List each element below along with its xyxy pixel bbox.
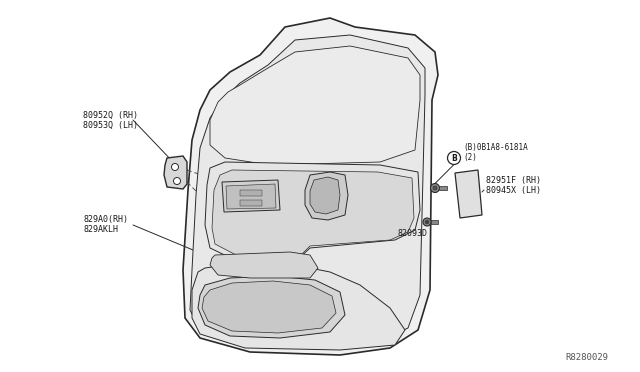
Text: R8280029: R8280029 (565, 353, 608, 362)
Polygon shape (164, 156, 187, 189)
Circle shape (423, 218, 431, 226)
Text: 80952Q (RH): 80952Q (RH) (83, 111, 138, 120)
Bar (439, 186, 447, 190)
Polygon shape (210, 252, 318, 278)
Text: 80953Q (LH): 80953Q (LH) (83, 121, 138, 130)
Polygon shape (240, 200, 262, 206)
Polygon shape (190, 35, 425, 346)
Text: B: B (451, 154, 457, 163)
Polygon shape (240, 190, 262, 196)
Text: 80945X (LH): 80945X (LH) (486, 186, 541, 195)
Polygon shape (455, 170, 482, 218)
Circle shape (173, 177, 180, 185)
Polygon shape (192, 264, 405, 350)
Polygon shape (210, 46, 420, 165)
Text: 829AKLH: 829AKLH (83, 225, 118, 234)
Polygon shape (222, 180, 280, 212)
Polygon shape (310, 177, 340, 214)
Polygon shape (305, 172, 348, 220)
Circle shape (172, 164, 179, 170)
Text: (2): (2) (463, 153, 477, 162)
Circle shape (431, 183, 440, 192)
Polygon shape (226, 184, 276, 209)
Text: (B)0B1A8-6181A: (B)0B1A8-6181A (463, 143, 528, 152)
Polygon shape (212, 170, 414, 258)
Polygon shape (205, 162, 420, 262)
Polygon shape (198, 276, 345, 338)
Text: 82093D: 82093D (397, 229, 427, 238)
Text: 82951F (RH): 82951F (RH) (486, 176, 541, 185)
Circle shape (447, 151, 461, 164)
Polygon shape (202, 281, 336, 333)
Polygon shape (183, 18, 438, 355)
Text: 829A0(RH): 829A0(RH) (83, 215, 128, 224)
Circle shape (433, 186, 437, 190)
Circle shape (425, 220, 429, 224)
Bar (431, 220, 438, 224)
